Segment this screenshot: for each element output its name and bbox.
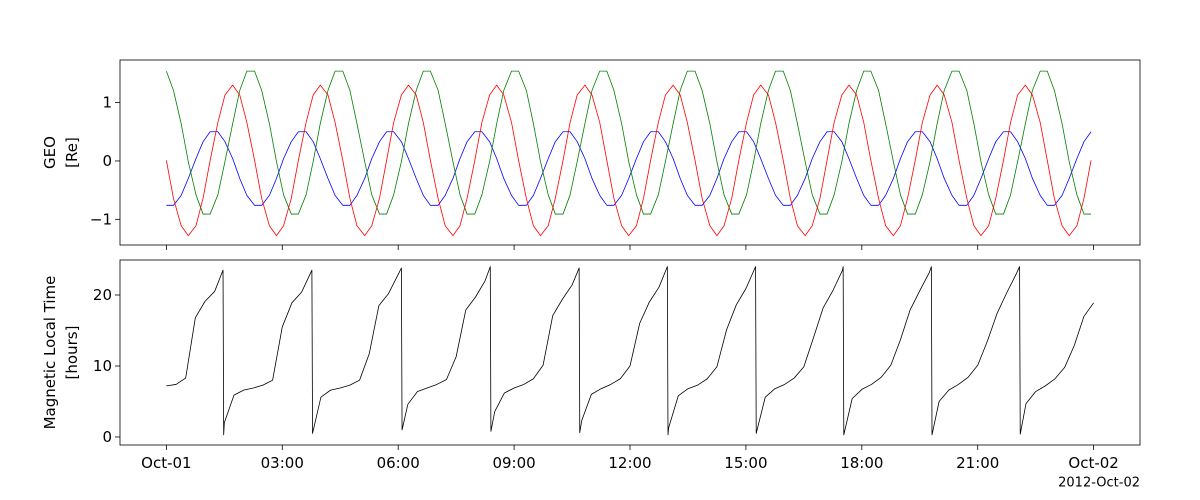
x-offset-label: 2012-Oct-02 [1058,476,1140,491]
x-tick-label: 18:00 [840,454,883,472]
x-tick-label: 21:00 [956,454,999,472]
y-tick-label: −1 [90,210,112,228]
x-tick-label: Oct-01 [141,454,191,472]
data-line [165,70,1092,215]
x-tick-label: 09:00 [492,454,535,472]
y-axis-label: Magnetic Local Time [41,276,59,430]
x-tick-label: 15:00 [724,454,767,472]
y-axis-label: [Re] [63,137,81,168]
y-tick-label: 10 [93,357,112,375]
x-tick-label: Oct-02 [1068,454,1118,472]
data-line [165,84,1092,237]
data-line [166,266,1094,436]
y-tick-label: 1 [102,94,112,112]
x-tick-label: 03:00 [261,454,304,472]
y-tick-label: 0 [102,152,112,170]
x-tick-label: 06:00 [377,454,420,472]
y-tick-label: 0 [102,428,112,446]
y-axis-label: GEO [41,136,59,169]
y-axis-label: [hours] [63,326,81,380]
y-tick-label: 20 [93,286,112,304]
data-line [166,131,1092,206]
x-tick-label: 12:00 [608,454,651,472]
